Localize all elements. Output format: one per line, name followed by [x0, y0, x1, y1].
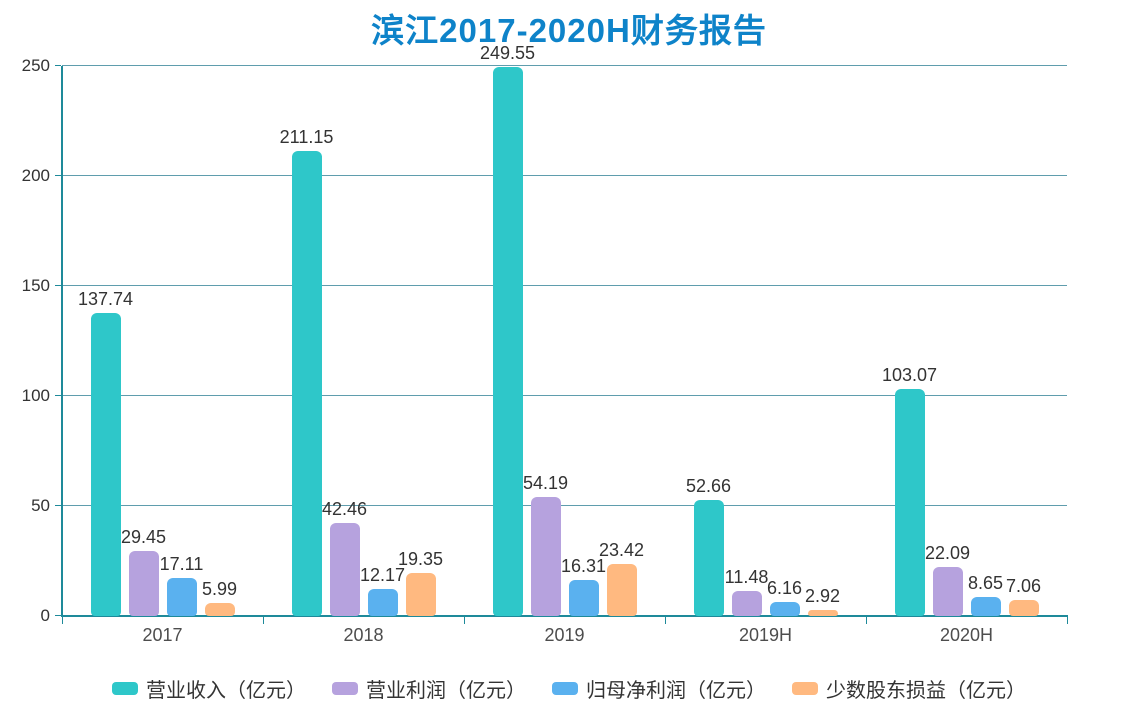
legend-marker-icon: [332, 682, 358, 695]
x-category-label: 2018: [343, 625, 384, 645]
x-axis-tick: [665, 617, 666, 624]
y-axis-tick: [55, 505, 61, 506]
x-category-label: 2019H: [738, 625, 793, 645]
bar-series-0-cat-2[interactable]: [492, 66, 523, 616]
bar-series-3-cat-4[interactable]: [1008, 600, 1039, 616]
bar-series-3-cat-2[interactable]: [606, 564, 637, 616]
bar-value-label: 103.07: [881, 365, 938, 386]
bar-series-1-cat-1[interactable]: [329, 522, 360, 616]
legend-label: 营业收入（亿元）: [146, 680, 306, 702]
y-axis-tick: [55, 65, 61, 66]
bar-value-label: 23.42: [598, 540, 645, 561]
y-axis-tick: [55, 395, 61, 396]
bar-value-label: 137.74: [77, 288, 134, 309]
bar-value-label: 5.99: [201, 578, 238, 599]
bar-value-label: 42.46: [321, 498, 368, 519]
y-axis-tick: [55, 615, 61, 616]
bar-value-label: 52.66: [685, 476, 732, 497]
bar-series-2-cat-0[interactable]: [166, 578, 197, 616]
bar-series-3-cat-0[interactable]: [204, 602, 235, 616]
bar-value-label: 11.48: [724, 566, 769, 587]
legend-marker-icon: [112, 682, 138, 695]
bar-series-0-cat-1[interactable]: [291, 151, 322, 616]
bar-value-label: 22.09: [924, 543, 971, 564]
bar-series-1-cat-0[interactable]: [128, 551, 159, 616]
legend-item-3[interactable]: 少数股东损益（亿元）: [792, 674, 1026, 703]
y-tick-label: 100: [21, 386, 50, 405]
bar-series-2-cat-3[interactable]: [769, 602, 800, 616]
chart-title: 滨江2017-2020H财务报告: [371, 12, 767, 49]
legend-marker-icon: [552, 682, 578, 695]
y-tick-label: 50: [31, 496, 50, 515]
x-category-label: 2020H: [939, 625, 994, 645]
bar-value-label: 12.17: [359, 565, 406, 586]
x-axis-tick: [464, 617, 465, 624]
legend-label: 少数股东损益（亿元）: [826, 680, 1026, 702]
bar-series-1-cat-2[interactable]: [530, 496, 561, 616]
gridline: [62, 65, 1067, 66]
legend-marker-icon: [792, 682, 818, 695]
bar-series-0-cat-4[interactable]: [894, 389, 925, 616]
bar-value-label: 19.35: [397, 549, 444, 570]
y-tick-label: 150: [21, 276, 50, 295]
gridline: [62, 285, 1067, 286]
legend-item-2[interactable]: 归母净利润（亿元）: [552, 674, 766, 703]
bar-value-label: 16.31: [560, 556, 607, 577]
x-axis-tick: [866, 617, 867, 624]
y-axis-tick: [55, 285, 61, 286]
bar-value-label: 8.65: [967, 572, 1004, 593]
bar-series-0-cat-0[interactable]: [90, 312, 121, 616]
bar-series-3-cat-3[interactable]: [807, 609, 838, 616]
x-axis-line: [61, 615, 1068, 617]
legend-item-1[interactable]: 营业利润（亿元）: [332, 674, 526, 703]
x-category-label: 2019: [544, 625, 585, 645]
y-axis-line: [61, 66, 63, 617]
bar-series-1-cat-3[interactable]: [731, 590, 762, 616]
y-axis-tick: [55, 175, 61, 176]
bar-value-label: 2.92: [804, 585, 841, 606]
bar-value-label: 17.11: [159, 554, 204, 575]
x-category-label: 2017: [142, 625, 183, 645]
gridline: [62, 505, 1067, 506]
gridline: [62, 175, 1067, 176]
y-tick-label: 0: [40, 606, 50, 625]
x-axis-tick: [263, 617, 264, 624]
bar-series-2-cat-2[interactable]: [568, 580, 599, 616]
bar-series-1-cat-4[interactable]: [932, 567, 963, 616]
gridline: [62, 395, 1067, 396]
bar-value-label: 7.06: [1005, 576, 1042, 597]
bar-series-2-cat-4[interactable]: [970, 596, 1001, 616]
bar-value-label: 6.16: [766, 578, 803, 599]
bar-series-2-cat-1[interactable]: [367, 589, 398, 616]
legend-label: 营业利润（亿元）: [366, 680, 526, 702]
x-axis-tick: [62, 617, 63, 624]
y-tick-label: 200: [21, 166, 50, 185]
bar-value-label: 249.55: [479, 42, 536, 63]
bar-series-3-cat-1[interactable]: [405, 573, 436, 616]
x-axis-tick: [1067, 617, 1068, 624]
legend: 营业收入（亿元） 营业利润（亿元） 归母净利润（亿元） 少数股东损益（亿元）: [0, 674, 1138, 703]
legend-item-0[interactable]: 营业收入（亿元）: [112, 674, 306, 703]
bar-value-label: 54.19: [522, 472, 569, 493]
bar-series-0-cat-3[interactable]: [693, 500, 724, 616]
legend-label: 归母净利润（亿元）: [586, 680, 766, 702]
bar-value-label: 211.15: [279, 127, 334, 148]
y-tick-label: 250: [21, 56, 50, 75]
bar-value-label: 29.45: [120, 527, 167, 548]
